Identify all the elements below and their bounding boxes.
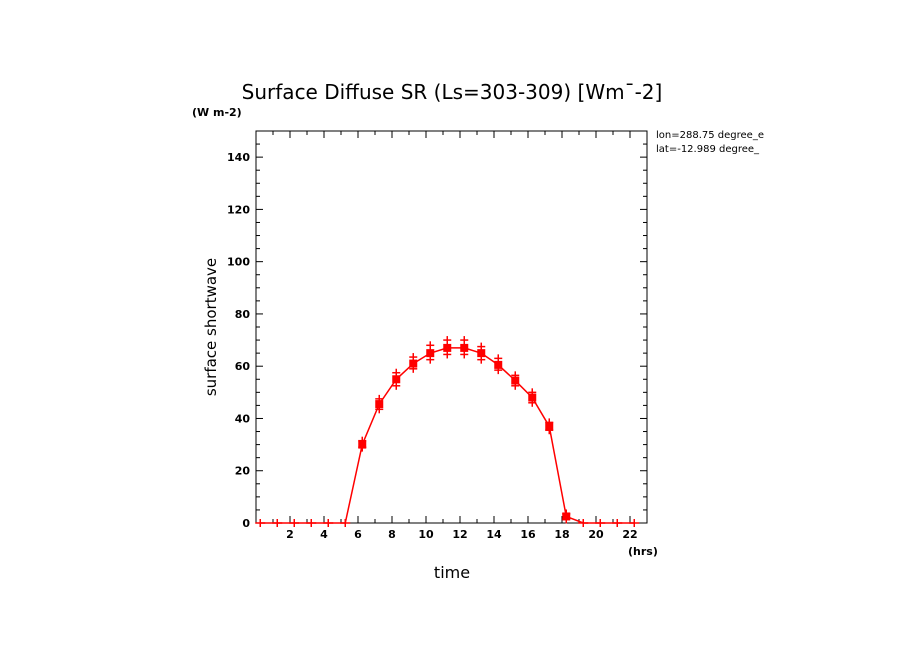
y-tick-label: 120 — [227, 203, 250, 216]
data-point — [375, 400, 384, 409]
annotation-lon: lon=288.75 degree_e — [656, 130, 764, 141]
axes: 2 4 6 8 10 12 14 16 18 20 22 0 20 40 60 80 100 120 140 — [227, 130, 647, 541]
y-tick-label: 60 — [235, 360, 251, 373]
series-line — [260, 347, 635, 524]
y-units-label: (W m-2) — [192, 106, 242, 119]
y-tick-label: 140 — [227, 151, 250, 164]
x-units-label: (hrs) — [628, 545, 658, 558]
data-point — [494, 360, 503, 369]
x-tick-label: 22 — [622, 528, 637, 541]
data-point — [511, 376, 520, 385]
data-marks — [255, 336, 640, 527]
y-tick-label: 40 — [235, 412, 251, 425]
x-tick-label: 16 — [520, 528, 536, 541]
data-point — [409, 359, 418, 368]
y-tick-label: 0 — [242, 517, 250, 530]
x-tick-label: 2 — [286, 528, 294, 541]
x-tick-label: 10 — [418, 528, 434, 541]
data-point — [562, 512, 571, 521]
data-point — [358, 440, 367, 449]
data-point — [460, 343, 469, 352]
plot-frame — [255, 130, 648, 524]
y-tick-label: 100 — [227, 256, 250, 269]
chart-title: Surface Diffuse SR (Ls=303-309) [Wm¯-2] — [242, 80, 663, 104]
y-tick-label: 80 — [235, 308, 251, 321]
data-point — [426, 349, 435, 358]
y-tick-label: 20 — [235, 465, 251, 478]
x-tick-label: 18 — [554, 528, 569, 541]
y-axis-label: surface shortwave — [202, 258, 220, 396]
data-point — [528, 393, 537, 402]
x-tick-label: 12 — [452, 528, 467, 541]
data-point — [477, 349, 486, 358]
x-tick-label: 6 — [354, 528, 362, 541]
annotation-lat: lat=-12.989 degree_ — [656, 144, 760, 155]
data-point — [443, 343, 452, 352]
data-point — [545, 422, 554, 431]
x-tick-label: 20 — [588, 528, 604, 541]
data-point — [392, 375, 401, 384]
x-tick-label: 8 — [388, 528, 396, 541]
x-tick-label: 14 — [486, 528, 502, 541]
x-axis-label: time — [434, 563, 470, 582]
x-tick-label: 4 — [320, 528, 328, 541]
